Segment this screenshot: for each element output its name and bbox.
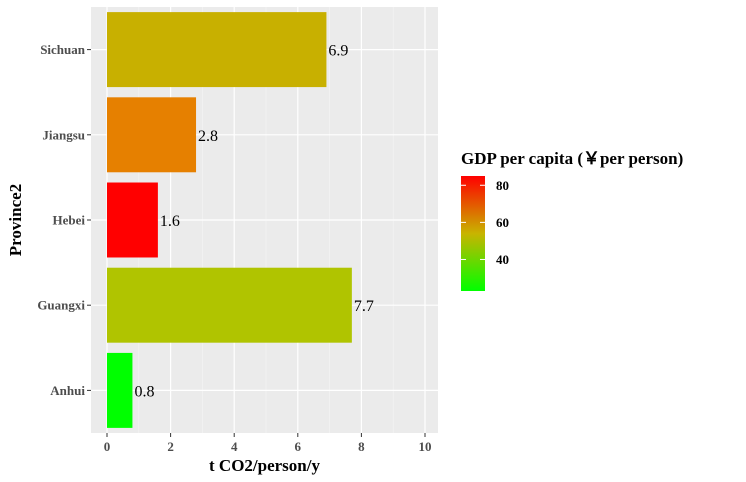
data-label-hebei: 1.6 xyxy=(160,213,180,230)
data-label-anhui: 0.8 xyxy=(134,383,154,400)
colorbar-tick-label: 60 xyxy=(496,215,509,230)
colorbar-tick-label: 80 xyxy=(496,178,509,193)
data-labels: 0.8 7.7 1.6 2.8 6.9 xyxy=(134,43,373,401)
x-axis-title: t CO2/person/y xyxy=(209,456,320,475)
x-tick-label: 0 xyxy=(104,439,111,454)
data-label-sichuan: 6.9 xyxy=(328,43,348,60)
bar-jiangsu xyxy=(107,97,197,173)
colorbar-ticks: 40 60 80 xyxy=(461,178,509,267)
x-tick-label: 2 xyxy=(167,439,174,454)
data-label-guangxi: 7.7 xyxy=(354,298,374,315)
y-tick-label: Jiangsu xyxy=(42,127,85,142)
x-tick-label: 6 xyxy=(295,439,302,454)
legend: GDP per capita (￥per person) 40 60 80 xyxy=(461,149,683,291)
y-tick-label: Sichuan xyxy=(40,42,86,57)
bar-hebei xyxy=(107,182,158,258)
x-axis: 0 2 4 6 8 10 xyxy=(104,433,432,454)
y-axis-title: Province2 xyxy=(6,184,25,256)
bar-guangxi xyxy=(107,267,352,343)
y-tick-label: Anhui xyxy=(50,383,85,398)
x-tick-label: 4 xyxy=(231,439,238,454)
data-label-jiangsu: 2.8 xyxy=(198,128,218,145)
colorbar-tick-label: 40 xyxy=(496,252,509,267)
x-tick-label: 8 xyxy=(358,439,365,454)
bar-sichuan xyxy=(107,12,327,88)
legend-title: GDP per capita (￥per person) xyxy=(461,149,683,168)
y-axis: Anhui Guangxi Hebei Jiangsu Sichuan xyxy=(37,42,91,398)
x-tick-label: 10 xyxy=(419,439,432,454)
bars xyxy=(107,12,352,428)
colorbar xyxy=(461,176,485,291)
y-tick-label: Guangxi xyxy=(37,298,85,313)
bar-anhui xyxy=(107,352,133,428)
y-tick-label: Hebei xyxy=(53,213,86,228)
